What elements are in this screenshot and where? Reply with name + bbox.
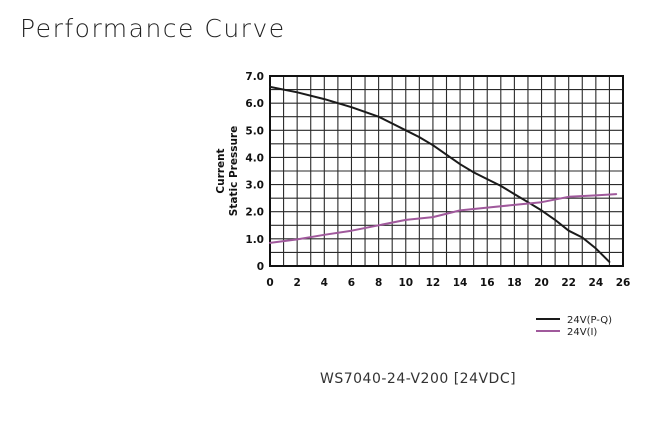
plot-area: [269, 75, 624, 267]
y-tick-label: 3.0: [245, 180, 264, 192]
chart-series: [269, 85, 618, 263]
legend-label: 24V(P-Q): [567, 315, 612, 326]
x-tick-label: 18: [507, 277, 522, 289]
plot-frame: [269, 75, 624, 267]
x-tick-label: 4: [321, 277, 328, 289]
chart-legend: 24V(P-Q)24V(I): [536, 315, 612, 338]
series-line: [269, 193, 618, 244]
y-axis-label-group: Current Static Pressure: [215, 126, 240, 216]
y-tick-label: 5.0: [245, 125, 264, 137]
x-tick-label: 10: [398, 277, 413, 289]
x-tick-label: 6: [348, 277, 355, 289]
x-tick-label: 8: [375, 277, 382, 289]
model-label: WS7040-24-V200 [24VDC]: [320, 371, 517, 387]
y-axis-label: Current Static Pressure: [215, 126, 240, 216]
y-tick-label: 4.0: [245, 152, 264, 164]
page-title: Performance Curve: [20, 14, 286, 43]
x-tick-label: 20: [534, 277, 549, 289]
series-line: [269, 85, 611, 263]
x-tick-label: 16: [480, 277, 495, 289]
y-tick-label: 1.0: [245, 234, 264, 246]
x-tick-label: 0: [266, 277, 273, 289]
y-axis-label-line: Current: [215, 148, 227, 193]
x-tick-label: 22: [561, 277, 576, 289]
y-tick-label: 0: [257, 261, 264, 273]
legend-label: 24V(I): [567, 327, 597, 338]
y-tick-label: 6.0: [245, 98, 264, 110]
y-tick-label: 2.0: [245, 207, 264, 219]
chart-grid: [269, 75, 624, 267]
x-tick-label: 26: [616, 277, 631, 289]
x-tick-label: 14: [453, 277, 468, 289]
plot-border: [269, 75, 624, 267]
y-tick-label: 7.0: [245, 71, 264, 83]
y-tick-labels: 0 1.0 2.0 3.0 4.0 5.0 6.0 7.0: [245, 71, 264, 273]
x-tick-label: 2: [293, 277, 300, 289]
x-tick-label: 12: [426, 277, 441, 289]
y-axis-label-line: Static Pressure: [228, 126, 240, 216]
x-tick-labels: 0 2 4 6 8 10 12 14 16 18 20 22 24 26: [266, 277, 630, 289]
x-tick-label: 24: [589, 277, 604, 289]
